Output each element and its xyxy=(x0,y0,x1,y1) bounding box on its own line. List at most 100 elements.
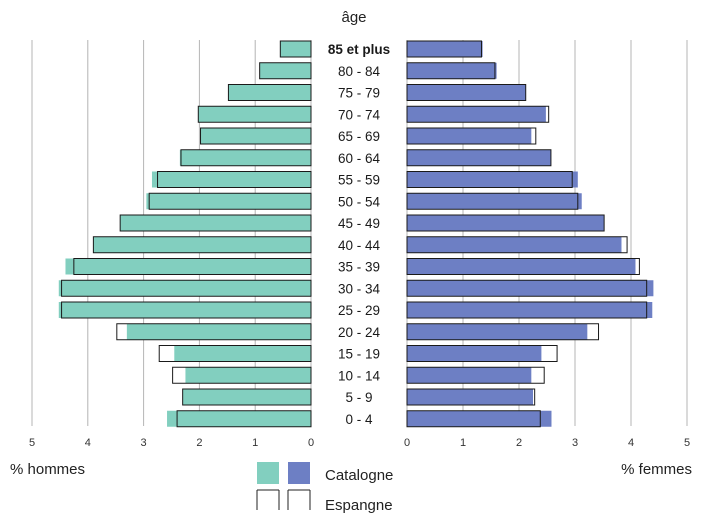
bar-femmes-catalogne xyxy=(407,345,542,362)
bar-femmes-espagne xyxy=(406,301,648,319)
age-group-label: 50 - 54 xyxy=(338,194,381,209)
bar-femmes-catalogne xyxy=(407,323,588,340)
legend: Catalogne Espangne xyxy=(256,462,393,514)
bar-femmes-espagne xyxy=(406,236,628,254)
bar-femmes-espagne xyxy=(406,388,536,406)
bar-femmes-catalogne xyxy=(407,389,533,405)
bar-femmes-catalogne xyxy=(407,193,582,210)
bar-femmes-catalogne xyxy=(407,84,526,101)
age-group-label: 5 - 9 xyxy=(345,390,372,405)
right-tick-label: 5 xyxy=(684,437,690,449)
bar-hommes-catalogne xyxy=(174,345,311,362)
age-group-label: 75 - 79 xyxy=(338,86,380,101)
bar-hommes-catalogne xyxy=(151,171,311,188)
bar-hommes-catalogne xyxy=(280,41,311,57)
bar-hommes-espagne xyxy=(172,366,312,384)
age-group-label: 35 - 39 xyxy=(338,260,380,275)
bar-hommes-catalogne xyxy=(167,410,311,427)
legend-swatch-espagne-right xyxy=(287,489,311,510)
bar-hommes-espagne xyxy=(197,105,312,123)
left-tick-label: 0 xyxy=(308,437,314,449)
age-group-label: 10 - 14 xyxy=(338,368,381,383)
right-tick-label: 1 xyxy=(460,437,466,449)
bar-hommes-catalogne xyxy=(58,280,312,297)
bar-hommes-catalogne xyxy=(120,215,311,231)
age-group-label: 65 - 69 xyxy=(338,129,380,144)
right-tick-label: 2 xyxy=(516,437,522,449)
age-group-label: 70 - 74 xyxy=(338,107,381,122)
legend-label-espagne: Espangne xyxy=(325,497,393,514)
bar-hommes-espagne xyxy=(279,40,312,58)
age-group-label: 80 - 84 xyxy=(338,64,381,79)
bar-hommes-espagne xyxy=(157,171,312,188)
bar-hommes-catalogne xyxy=(146,193,311,210)
left-tick-label: 1 xyxy=(252,437,258,449)
age-group-label: 25 - 29 xyxy=(338,303,380,318)
legend-swatch-catalogne-hommes xyxy=(257,462,279,484)
bar-hommes-catalogne xyxy=(185,367,311,384)
bar-femmes-espagne xyxy=(406,40,482,58)
bar-femmes-espagne xyxy=(406,345,558,362)
legend-label-catalogne: Catalogne xyxy=(325,467,393,484)
bar-femmes-catalogne xyxy=(407,280,654,297)
age-group-label: 60 - 64 xyxy=(338,151,381,166)
age-group-label: 40 - 44 xyxy=(338,238,381,253)
bar-hommes-catalogne xyxy=(58,302,312,318)
bar-femmes-catalogne xyxy=(407,149,551,166)
bar-hommes-catalogne xyxy=(65,258,311,275)
left-axis-label: % hommes xyxy=(10,461,85,478)
bar-femmes-espagne xyxy=(406,84,527,101)
bar-femmes-espagne xyxy=(406,366,545,384)
legend-swatch-catalogne-femmes xyxy=(288,462,310,484)
bar-hommes-espagne xyxy=(61,301,312,319)
bar-femmes-espagne xyxy=(406,127,537,145)
bar-hommes-espagne xyxy=(119,214,312,232)
age-group-label: 45 - 49 xyxy=(338,216,380,231)
age-group-label: 0 - 4 xyxy=(345,412,373,427)
right-tick-label: 0 xyxy=(404,437,410,449)
bar-hommes-catalogne xyxy=(198,106,311,123)
bar-hommes-espagne xyxy=(158,345,312,362)
left-tick-label: 5 xyxy=(29,437,35,449)
bar-femmes-espagne xyxy=(406,214,605,232)
bar-hommes-catalogne xyxy=(259,62,311,79)
bar-hommes-espagne xyxy=(200,127,312,145)
bar-hommes-espagne xyxy=(116,323,312,341)
bar-hommes-espagne xyxy=(176,410,312,428)
bar-femmes-catalogne xyxy=(407,41,483,57)
bar-hommes-espagne xyxy=(180,149,312,167)
bar-femmes-catalogne xyxy=(407,62,497,79)
right-tick-label: 3 xyxy=(572,437,578,449)
left-tick-label: 4 xyxy=(85,437,91,449)
age-group-label: 55 - 59 xyxy=(338,173,380,188)
bar-femmes-catalogne xyxy=(407,258,636,275)
bar-femmes-espagne xyxy=(406,279,648,297)
bar-hommes-espagne xyxy=(259,62,312,80)
bar-femmes-catalogne xyxy=(407,410,552,427)
bar-femmes-espagne xyxy=(406,410,541,428)
bar-hommes-espagne xyxy=(182,388,312,406)
left-tick-label: 3 xyxy=(141,437,147,449)
age-group-label: 15 - 19 xyxy=(338,347,380,362)
bar-femmes-catalogne xyxy=(407,302,653,318)
bar-femmes-espagne xyxy=(406,171,573,188)
bar-hommes-catalogne xyxy=(200,128,311,144)
bar-femmes-catalogne xyxy=(407,171,578,188)
bar-hommes-espagne xyxy=(148,192,312,210)
bar-hommes-catalogne xyxy=(126,323,311,340)
bar-femmes-espagne xyxy=(406,192,579,210)
chart-title: âge xyxy=(341,9,366,26)
bar-hommes-catalogne xyxy=(182,389,311,405)
bar-femmes-catalogne xyxy=(407,236,622,253)
left-tick-label: 2 xyxy=(196,437,202,449)
bar-femmes-espagne xyxy=(406,258,640,275)
right-tick-label: 4 xyxy=(628,437,634,449)
right-axis-label: % femmes xyxy=(621,461,692,478)
bar-hommes-catalogne xyxy=(179,149,311,166)
age-group-label: 30 - 34 xyxy=(338,281,381,296)
bar-femmes-espagne xyxy=(406,149,552,167)
bar-femmes-catalogne xyxy=(407,367,532,384)
bar-hommes-espagne xyxy=(73,258,312,275)
age-group-label: 85 et plus xyxy=(328,42,390,57)
